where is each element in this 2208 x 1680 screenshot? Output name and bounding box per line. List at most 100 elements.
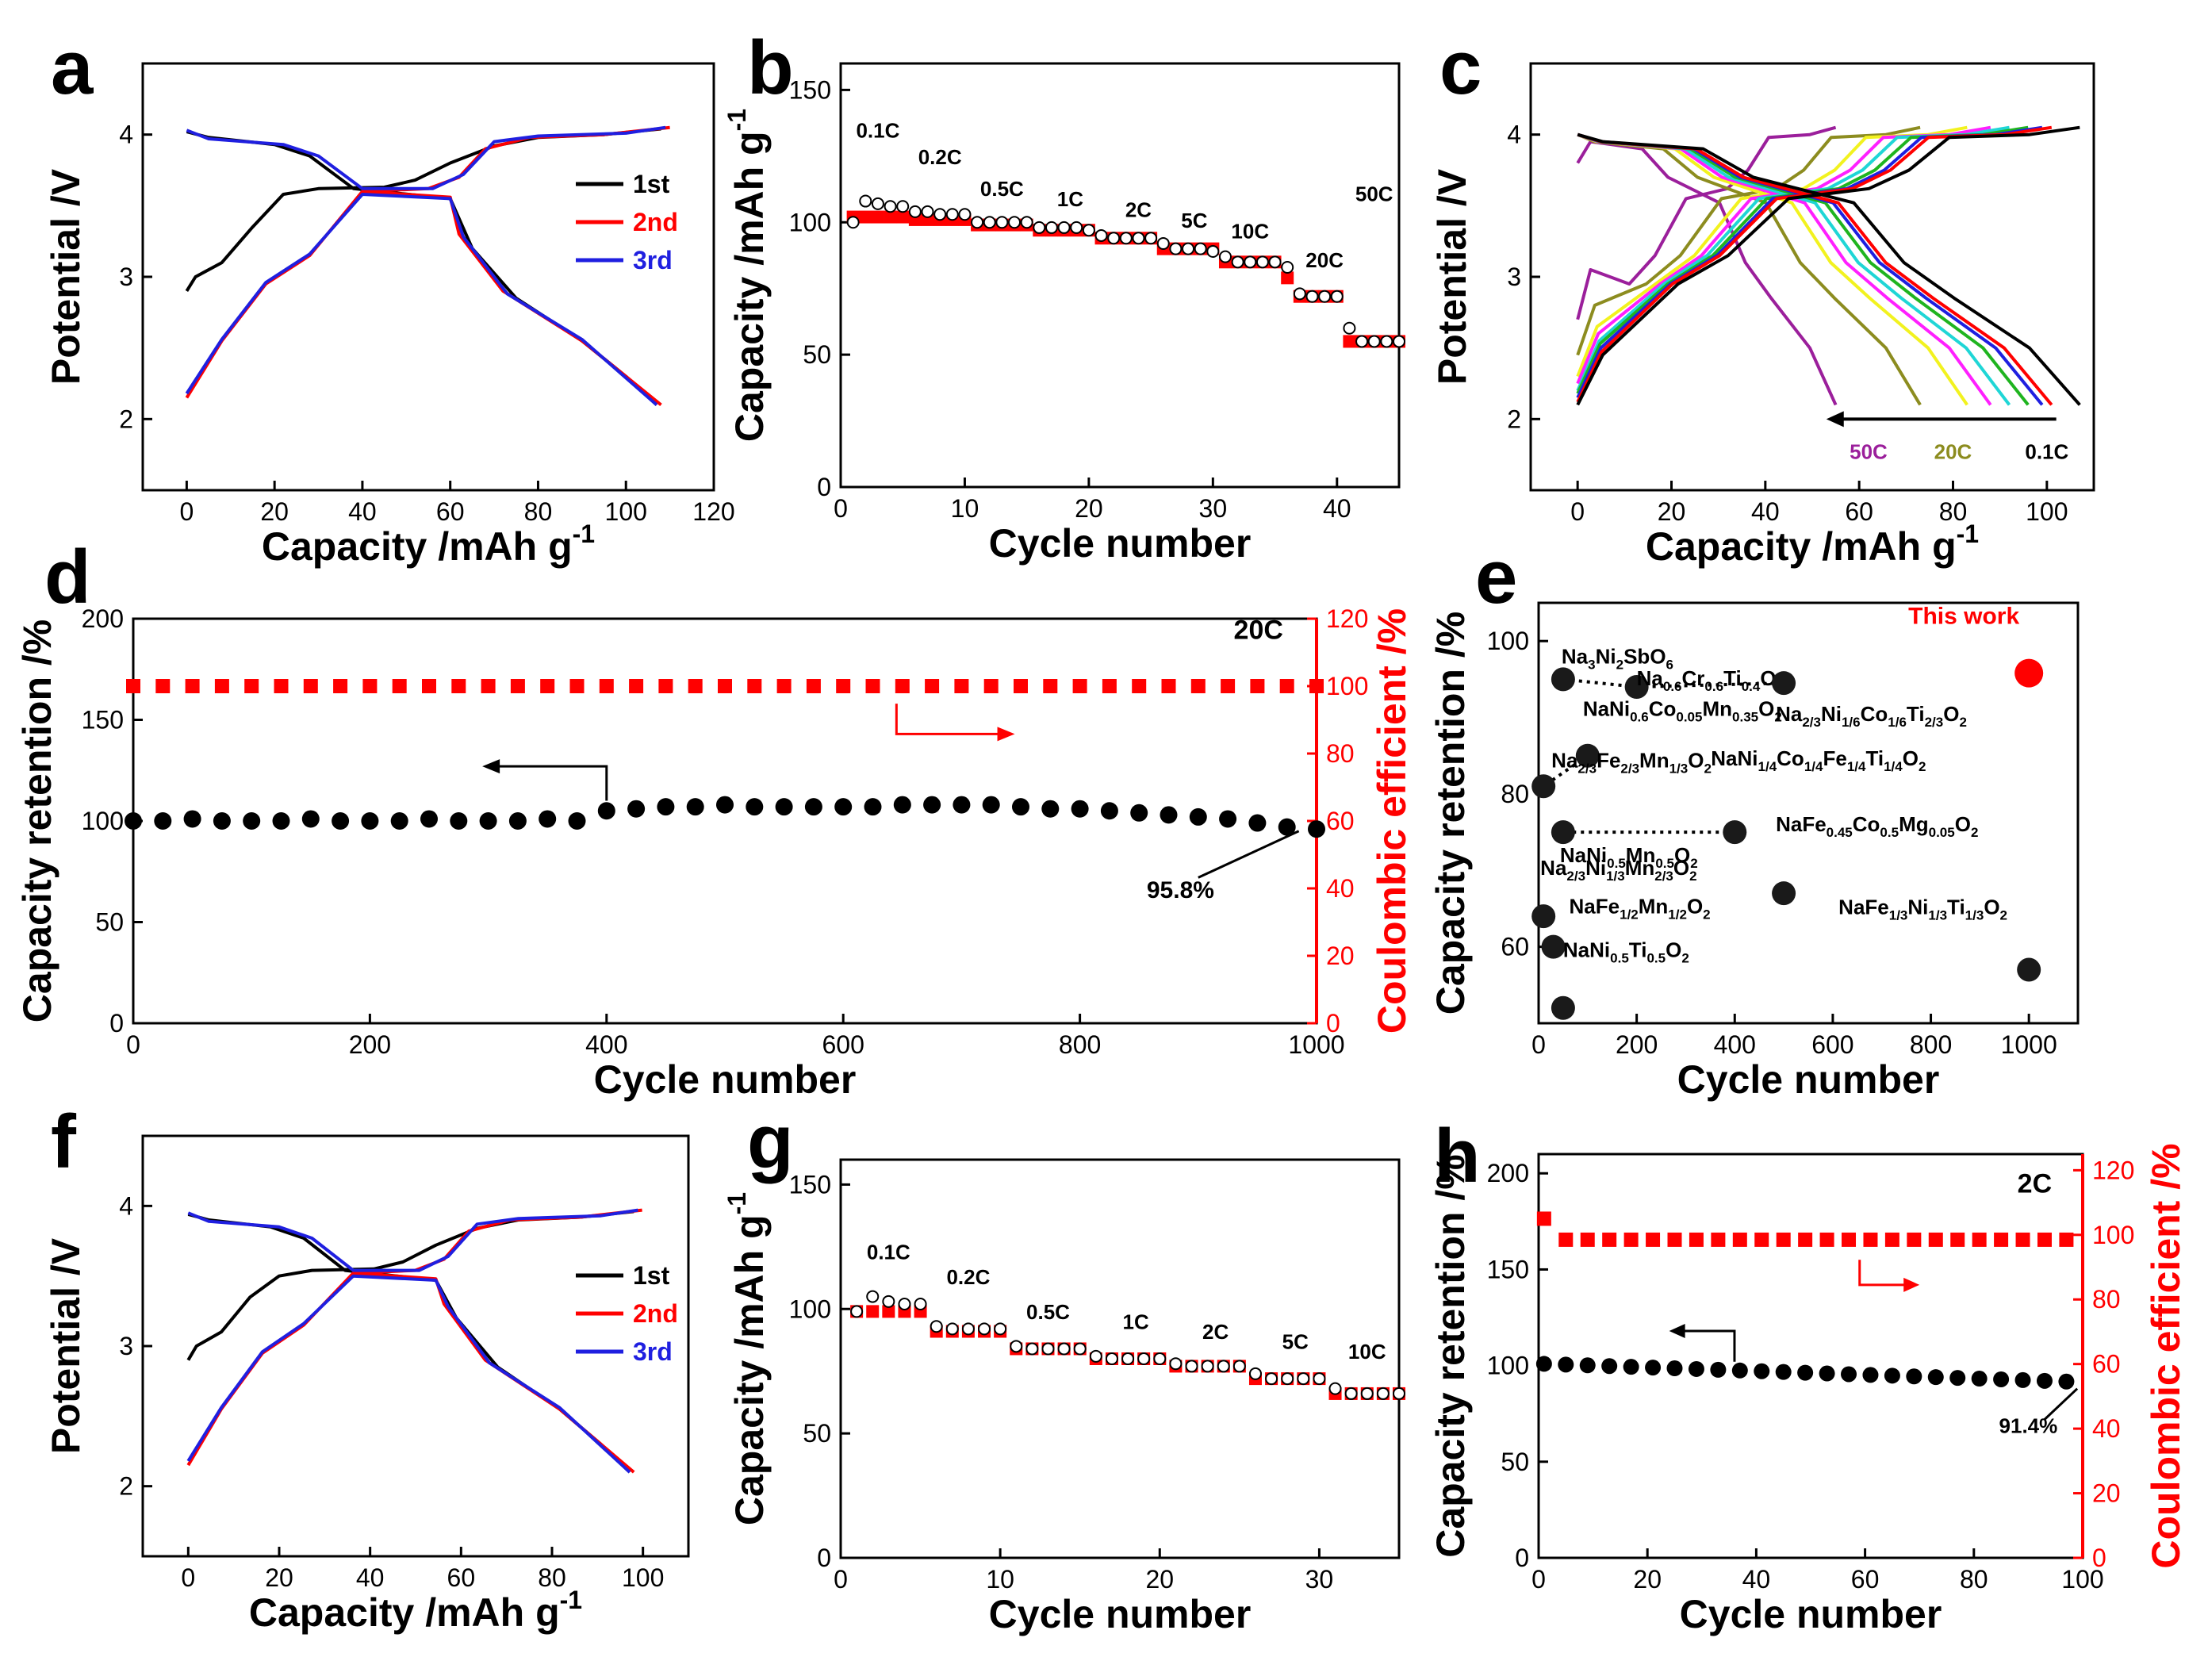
y2-tick-label: 20 — [1326, 942, 1355, 970]
series-line-1st-d — [187, 1212, 631, 1474]
panel-letter-b: b — [747, 25, 794, 110]
charge-point — [961, 1322, 975, 1336]
x-tick-label: 80 — [1960, 1565, 1988, 1594]
literature-point — [1541, 934, 1566, 959]
charge-curve — [1576, 125, 1921, 356]
y-tick-label: 100 — [82, 807, 124, 835]
y2-tick-label: 0 — [2092, 1544, 2106, 1572]
charge-point — [1218, 250, 1232, 263]
efficiency-point — [1072, 679, 1087, 693]
panel-a: 0 20 40 60 80 100 120 2 3 4 Capacity /mAh g-1 Poten… — [44, 25, 735, 569]
retention-point — [1071, 800, 1089, 818]
retention-point — [125, 812, 142, 830]
x-tick-label: 0 — [834, 494, 848, 523]
charge-point — [983, 216, 996, 229]
charge-point — [1330, 290, 1344, 303]
retention-point — [213, 812, 231, 830]
x-tick-label: 60 — [436, 497, 465, 526]
retention-point — [1535, 1356, 1552, 1372]
charge-point — [958, 208, 972, 221]
this-work-point — [2014, 658, 2044, 688]
retention-point — [953, 796, 971, 814]
efficiency-point — [1711, 1232, 1726, 1247]
retention-point — [1666, 1360, 1683, 1377]
right-axis-arrow — [895, 704, 1010, 735]
retention-point — [1623, 1359, 1639, 1375]
x-tick-label: 40 — [348, 497, 377, 526]
rate-label-20c: 20C — [1934, 439, 1972, 463]
x-tick-label: 0 — [179, 497, 194, 526]
rate-label: 0.5C — [1026, 1300, 1070, 1324]
charge-point — [1169, 242, 1183, 255]
charge-point — [1318, 290, 1332, 303]
retention-point — [301, 810, 320, 828]
efficiency-point — [747, 679, 762, 693]
charge-point — [1380, 335, 1393, 348]
efficiency-point — [925, 679, 940, 693]
retention-point — [1927, 1369, 1944, 1386]
charge-point — [850, 1305, 864, 1318]
efficiency-point — [983, 679, 999, 693]
retention-point — [864, 798, 882, 816]
y-tick-label: 4 — [119, 1191, 133, 1220]
efficiency-point — [1132, 679, 1147, 693]
rate-label: 2C — [2018, 1168, 2052, 1199]
efficiency-point — [1994, 1232, 2009, 1247]
left-axis-arrow-head — [482, 759, 500, 774]
x-tick-label: 100 — [2026, 497, 2068, 526]
efficiency-point — [1928, 1232, 1943, 1247]
y2-tick-label: 120 — [2092, 1156, 2134, 1184]
retention-point — [1731, 1362, 1748, 1379]
discharge-point — [882, 1305, 895, 1318]
efficiency-point — [451, 679, 466, 693]
y2-tick-label: 40 — [2092, 1414, 2121, 1443]
y2-tick-label: 120 — [1326, 604, 1368, 633]
x-tick-label: 10 — [986, 1565, 1014, 1594]
charge-point — [1265, 1372, 1278, 1386]
efficiency-point — [1623, 1232, 1639, 1247]
charge-point — [971, 216, 984, 229]
discharge-point — [1343, 335, 1356, 348]
y-tick-label: 2 — [119, 1472, 133, 1501]
charge-point — [1255, 255, 1269, 269]
retention-point — [1601, 1358, 1618, 1375]
y-tick-label: 0 — [817, 473, 831, 501]
efficiency-point — [1043, 679, 1058, 693]
retention-point — [1884, 1367, 1900, 1384]
charge-point — [1232, 1360, 1246, 1373]
x-tick-label: 120 — [692, 497, 734, 526]
retention-point — [539, 810, 557, 828]
left-axis-arrow-head — [1669, 1323, 1685, 1338]
y-tick-label: 100 — [1487, 627, 1529, 655]
charge-point — [1025, 1342, 1039, 1356]
legend-label: 3rd — [633, 1337, 673, 1366]
x-tick-label: 100 — [622, 1563, 664, 1592]
rate-label: 1C — [1057, 187, 1083, 211]
charge-point — [1089, 1349, 1102, 1363]
efficiency-point — [155, 679, 171, 693]
series-line-1st — [186, 1210, 634, 1361]
rate-label: 2C — [1125, 198, 1152, 222]
literature-point — [1772, 671, 1796, 696]
panel-c: 0 20 40 60 80 100 2 3 4 Capacity /mAh g-1 Potentia… — [1430, 25, 2095, 569]
discharge-point — [1281, 271, 1294, 285]
efficiency-point — [362, 679, 378, 693]
charge-point — [866, 1290, 880, 1303]
charge-point — [1107, 232, 1121, 245]
x-axis-title: Capacity /mAh g-1 — [1646, 520, 1979, 569]
x-tick-label: 400 — [1714, 1030, 1756, 1059]
y-axis-title: Capacity retention /% — [1428, 1154, 1473, 1557]
charge-point — [1217, 1360, 1230, 1373]
discharge-point — [871, 210, 884, 224]
retention-point — [923, 796, 941, 814]
charge-point — [1033, 221, 1046, 234]
charge-point — [1231, 255, 1244, 269]
retention-point — [982, 796, 1000, 814]
efficiency-point — [1884, 1232, 1899, 1247]
material-label: NaNi0.5Ti0.5O2 — [1563, 938, 1689, 966]
efficiency-point — [658, 679, 673, 693]
y-axis-title: Capacity retention /% — [1428, 612, 1473, 1015]
x-tick-label: 20 — [260, 497, 289, 526]
